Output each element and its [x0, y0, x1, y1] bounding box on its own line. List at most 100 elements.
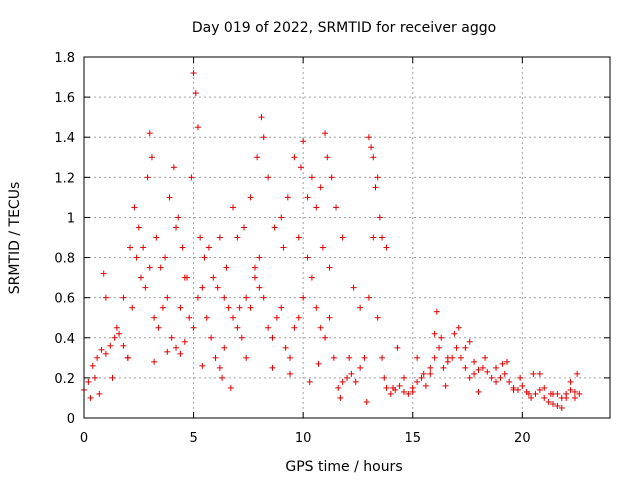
data-point: [173, 224, 180, 231]
data-point: [368, 144, 375, 151]
data-point: [164, 348, 171, 355]
data-point: [225, 304, 232, 311]
data-point: [541, 384, 548, 391]
data-point: [567, 386, 574, 393]
data-point: [230, 204, 237, 211]
data-point: [135, 224, 142, 231]
data-point: [482, 354, 489, 361]
data-point: [85, 378, 92, 385]
data-point: [107, 342, 114, 349]
data-point: [216, 234, 223, 241]
data-point: [453, 344, 460, 351]
data-point: [203, 314, 210, 321]
data-point: [181, 338, 188, 345]
y-tick-label: 0.4: [54, 332, 75, 347]
y-axis-title: SRMTID / TECUs: [7, 182, 23, 295]
data-point: [313, 304, 320, 311]
data-point: [265, 174, 272, 181]
data-point: [431, 354, 438, 361]
data-point: [221, 294, 228, 301]
data-point: [394, 344, 401, 351]
data-point: [313, 204, 320, 211]
x-tick-label: 10: [295, 431, 312, 446]
data-point: [390, 384, 397, 391]
data-point: [236, 304, 243, 311]
data-point: [142, 284, 149, 291]
data-point: [322, 130, 329, 137]
data-point: [137, 274, 144, 281]
data-point: [240, 224, 247, 231]
data-point: [442, 382, 449, 389]
data-point: [140, 244, 147, 251]
data-point: [194, 294, 201, 301]
data-point: [414, 378, 421, 385]
data-point: [214, 284, 221, 291]
data-point: [260, 134, 267, 141]
data-point: [111, 334, 118, 341]
data-point: [260, 294, 267, 301]
data-point: [344, 374, 350, 381]
data-point: [168, 334, 175, 341]
data-point: [493, 364, 500, 371]
data-point: [146, 264, 153, 271]
ticks-layer: 0 0.2 0.4 0.6 0.8 1 1.2 1.4 1.6 1.8 0 5 10 15 20: [54, 51, 610, 446]
data-point: [319, 244, 326, 251]
y-tick-label: 1.6: [54, 91, 75, 106]
data-point: [510, 386, 517, 393]
data-point: [175, 214, 182, 221]
y-tick-label: 0: [67, 412, 75, 427]
data-point: [315, 360, 322, 367]
data-point: [227, 384, 234, 391]
data-point: [409, 388, 416, 395]
data-point: [357, 364, 364, 371]
y-tick-label: 0.8: [54, 252, 75, 267]
y-tick-label: 1.8: [54, 51, 75, 66]
data-point: [571, 394, 578, 401]
data-point: [304, 194, 311, 201]
data-point: [550, 400, 557, 407]
data-point: [361, 354, 368, 361]
data-point: [162, 254, 169, 261]
data-point: [451, 330, 458, 337]
data-point: [431, 330, 438, 337]
data-point: [170, 164, 177, 171]
data-point: [462, 364, 469, 371]
data-point: [295, 234, 302, 241]
data-point: [304, 254, 311, 261]
data-point: [433, 308, 440, 315]
data-point: [256, 284, 263, 291]
data-point: [374, 314, 381, 321]
data-point: [284, 194, 291, 201]
y-tick-label: 1.4: [54, 131, 75, 146]
plot-frame: [83, 56, 611, 419]
data-point: [133, 254, 140, 261]
data-point: [466, 374, 473, 381]
data-point: [287, 354, 294, 361]
data-point: [234, 324, 241, 331]
data-point: [525, 390, 532, 397]
data-point: [234, 234, 241, 241]
data-point: [328, 174, 335, 181]
data-point: [269, 364, 276, 371]
data-point: [157, 264, 164, 271]
data-point: [306, 378, 313, 385]
data-point: [530, 370, 537, 377]
data-point: [372, 184, 379, 191]
data-point: [258, 114, 265, 121]
data-point: [100, 270, 107, 277]
data-point: [205, 244, 212, 251]
data-point: [536, 370, 543, 377]
data-point: [317, 324, 324, 331]
data-point: [223, 264, 230, 271]
data-point: [148, 154, 155, 161]
data-point: [326, 264, 333, 271]
data-point: [188, 174, 195, 181]
x-axis-title: GPS time / hours: [285, 459, 402, 475]
data-point: [173, 344, 180, 351]
data-point: [547, 390, 554, 397]
x-tick-label: 5: [189, 431, 197, 446]
data-point: [116, 330, 123, 337]
data-point: [493, 378, 500, 385]
data-point: [396, 382, 403, 389]
